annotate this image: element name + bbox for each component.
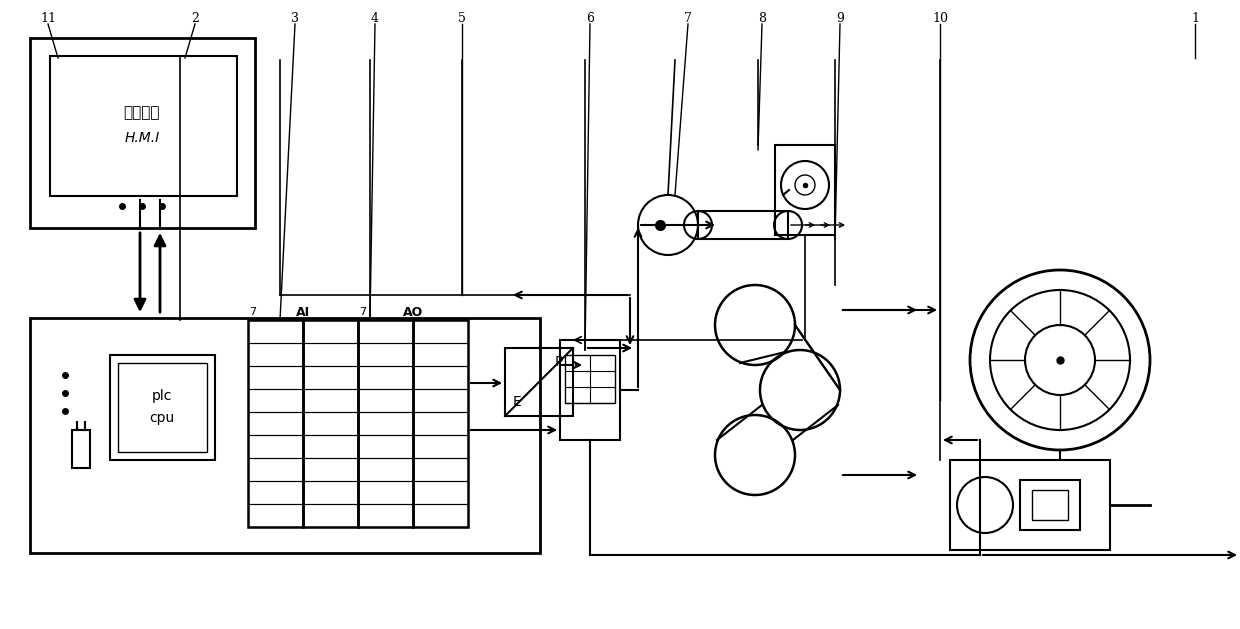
Text: 10: 10 [932, 11, 949, 25]
Text: 7: 7 [249, 307, 257, 317]
Bar [775, 145, 835, 235]
Bar [248, 389, 303, 412]
Bar [303, 343, 358, 366]
Bar [248, 435, 303, 458]
Bar [413, 481, 467, 504]
Text: 7: 7 [360, 307, 367, 317]
Text: 6: 6 [587, 11, 594, 25]
Text: 1: 1 [1190, 11, 1199, 25]
Bar [1032, 490, 1068, 520]
Text: 11: 11 [40, 11, 56, 25]
Bar [248, 343, 303, 366]
Text: 人机界面: 人机界面 [124, 106, 160, 121]
Bar [303, 458, 358, 481]
Text: plc
cpu: plc cpu [149, 389, 175, 425]
Text: 8: 8 [758, 11, 766, 25]
Text: 3: 3 [291, 11, 299, 25]
Bar [413, 343, 467, 366]
Bar [303, 320, 358, 343]
Bar [303, 389, 358, 412]
Text: AI: AI [296, 306, 310, 318]
Bar [30, 318, 539, 553]
Bar [358, 458, 413, 481]
Bar [303, 481, 358, 504]
Bar [358, 320, 413, 527]
Bar [358, 320, 413, 343]
Bar [413, 320, 467, 527]
Bar [1021, 480, 1080, 530]
Bar [413, 366, 467, 389]
Bar [248, 504, 303, 527]
Bar [248, 320, 303, 343]
Bar [413, 504, 467, 527]
Bar [50, 56, 237, 196]
Bar [303, 366, 358, 389]
Bar [413, 412, 467, 435]
Bar [303, 435, 358, 458]
Bar [118, 363, 207, 452]
Bar [358, 366, 413, 389]
Bar [303, 320, 358, 527]
Text: 4: 4 [371, 11, 379, 25]
Bar [248, 412, 303, 435]
Bar [413, 389, 467, 412]
Bar [950, 460, 1110, 550]
Text: 5: 5 [458, 11, 466, 25]
Bar [565, 355, 615, 403]
Bar [248, 366, 303, 389]
Bar [413, 435, 467, 458]
Bar [358, 435, 413, 458]
Text: 2: 2 [191, 11, 198, 25]
Bar [248, 481, 303, 504]
Bar [358, 343, 413, 366]
Bar [413, 320, 467, 343]
Text: 9: 9 [836, 11, 844, 25]
Bar [248, 320, 303, 527]
Text: E: E [512, 395, 521, 409]
Bar [413, 458, 467, 481]
Bar [358, 481, 413, 504]
Bar [698, 211, 787, 239]
Text: P: P [554, 355, 563, 369]
Bar [303, 412, 358, 435]
Bar [358, 504, 413, 527]
Bar [358, 412, 413, 435]
Text: H.M.I: H.M.I [124, 131, 160, 145]
Text: AO: AO [403, 306, 423, 318]
Bar [358, 389, 413, 412]
Text: 7: 7 [684, 11, 692, 25]
Bar [303, 504, 358, 527]
Bar [72, 430, 91, 468]
Bar [505, 348, 573, 416]
Bar [248, 458, 303, 481]
Bar [110, 355, 215, 460]
Bar [30, 38, 255, 228]
Bar [560, 340, 620, 440]
